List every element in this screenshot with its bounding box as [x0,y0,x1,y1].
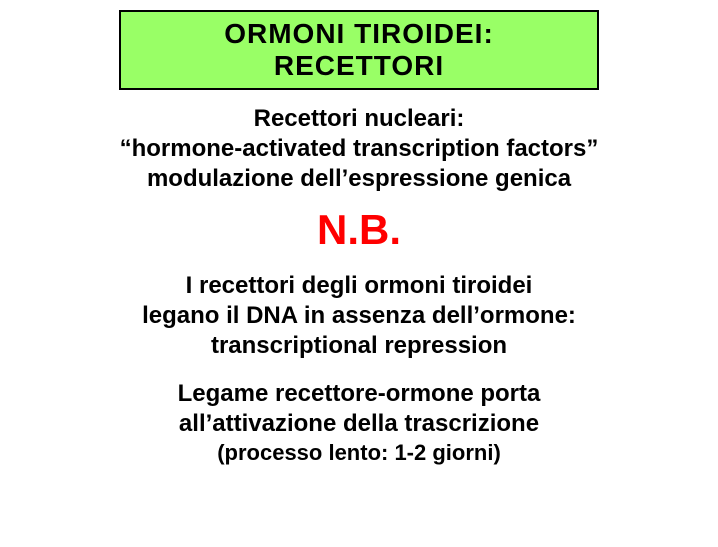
title-line-2: RECETTORI [129,50,589,82]
nb-heading: N.B. [39,204,679,257]
block3-line3: (processo lento: 1-2 giorni) [39,439,679,467]
block2-line1: I recettori degli ormoni tiroidei [39,271,679,301]
block-recettori: Recettori nucleari: “hormone-activated t… [39,104,679,194]
block1-line2: “hormone-activated transcription factors… [39,134,679,164]
block1-line3: modulazione dell’espressione genica [39,164,679,194]
title-box: ORMONI TIROIDEI: RECETTORI [119,10,599,90]
block1-line1: Recettori nucleari: [39,104,679,134]
block3-line1: Legame recettore-ormone porta [39,379,679,409]
block-receptors-dna: I recettori degli ormoni tiroidei legano… [39,271,679,361]
block2-line2: legano il DNA in assenza dell’ormone: [39,301,679,331]
block2-line3: transcriptional repression [39,331,679,361]
block3-line2: all’attivazione della trascrizione [39,409,679,439]
block-legame: Legame recettore-ormone porta all’attiva… [39,379,679,467]
title-line-1: ORMONI TIROIDEI: [129,18,589,50]
